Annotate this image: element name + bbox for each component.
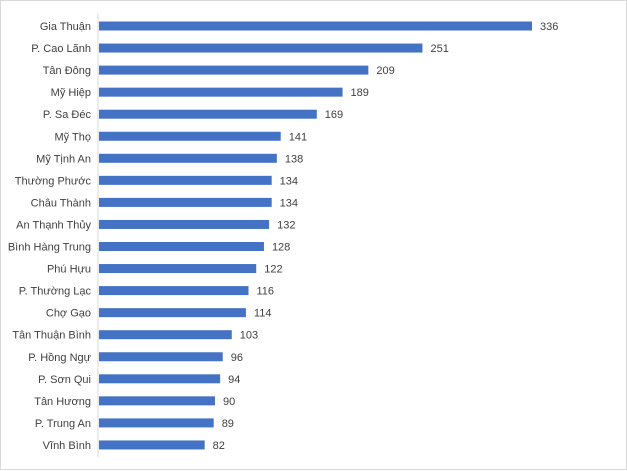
category-label: Châu Thành (31, 197, 91, 209)
bar (99, 396, 215, 406)
category-label: P. Sa Đéc (43, 109, 92, 121)
bar (99, 131, 281, 141)
bar (99, 197, 272, 207)
category-label: An Thạnh Thủy (16, 219, 91, 231)
data-label: 134 (280, 175, 298, 187)
bar (99, 352, 223, 362)
data-label: 189 (351, 87, 369, 99)
category-label: Tân Hương (34, 396, 91, 408)
category-label: Thường Phước (15, 175, 92, 187)
bar (99, 264, 257, 274)
category-label: Mỹ Thọ (55, 131, 91, 143)
category-label: Mỹ Tịnh An (36, 153, 91, 165)
data-labels: 336 251 209 189 169 141 138 134 134 132 128 122 116 1… (213, 21, 559, 452)
data-label: 128 (272, 242, 290, 254)
category-labels: Gia Thuận P. Cao Lãnh Tân Đông Mỹ Hiệp P. Sa… (8, 21, 92, 452)
category-label: Tân Thuận Bình (12, 330, 91, 342)
category-label: P. Cao Lãnh (31, 43, 91, 55)
data-label: 251 (430, 43, 448, 55)
category-label: P. Hồng Ngự (28, 352, 91, 364)
bar (99, 440, 205, 450)
bar (99, 418, 214, 428)
category-label: P. Trung An (35, 418, 91, 430)
bar (99, 374, 221, 384)
bar (99, 330, 232, 340)
data-label: 141 (289, 131, 307, 143)
category-label: P. Thường Lạc (19, 286, 92, 298)
bar (99, 242, 264, 251)
data-label: 132 (277, 219, 295, 231)
category-label: P. Sơn Qui (38, 374, 91, 386)
data-label: 94 (228, 374, 240, 386)
data-label: 82 (213, 440, 225, 452)
bar (99, 286, 249, 296)
category-label: Bình Hàng Trung (8, 242, 91, 254)
data-label: 114 (254, 308, 272, 320)
data-label: 169 (325, 109, 343, 121)
data-label: 116 (256, 286, 274, 298)
data-label: 134 (280, 197, 298, 209)
data-label: 122 (264, 264, 282, 276)
bar (99, 308, 246, 318)
bar (99, 21, 532, 31)
data-label: 90 (223, 396, 235, 408)
bar-group (99, 21, 532, 450)
data-label: 336 (540, 21, 558, 33)
data-label: 103 (240, 330, 258, 342)
bar (99, 87, 343, 97)
category-label: Phú Hựu (47, 264, 91, 276)
category-label: Chợ Gạo (46, 308, 91, 320)
data-label: 96 (231, 352, 243, 364)
category-label: Gia Thuận (40, 21, 91, 33)
data-label: 209 (376, 65, 394, 77)
bar (99, 175, 272, 185)
category-label: Vĩnh Bình (43, 440, 91, 452)
data-label: 138 (285, 153, 303, 165)
bar (99, 43, 423, 53)
bar (99, 153, 277, 163)
bar (99, 65, 369, 75)
category-label: Tân Đông (43, 65, 91, 77)
bar (99, 219, 270, 229)
category-label: Mỹ Hiệp (51, 87, 91, 99)
bar (99, 109, 317, 119)
data-label: 89 (222, 418, 234, 430)
